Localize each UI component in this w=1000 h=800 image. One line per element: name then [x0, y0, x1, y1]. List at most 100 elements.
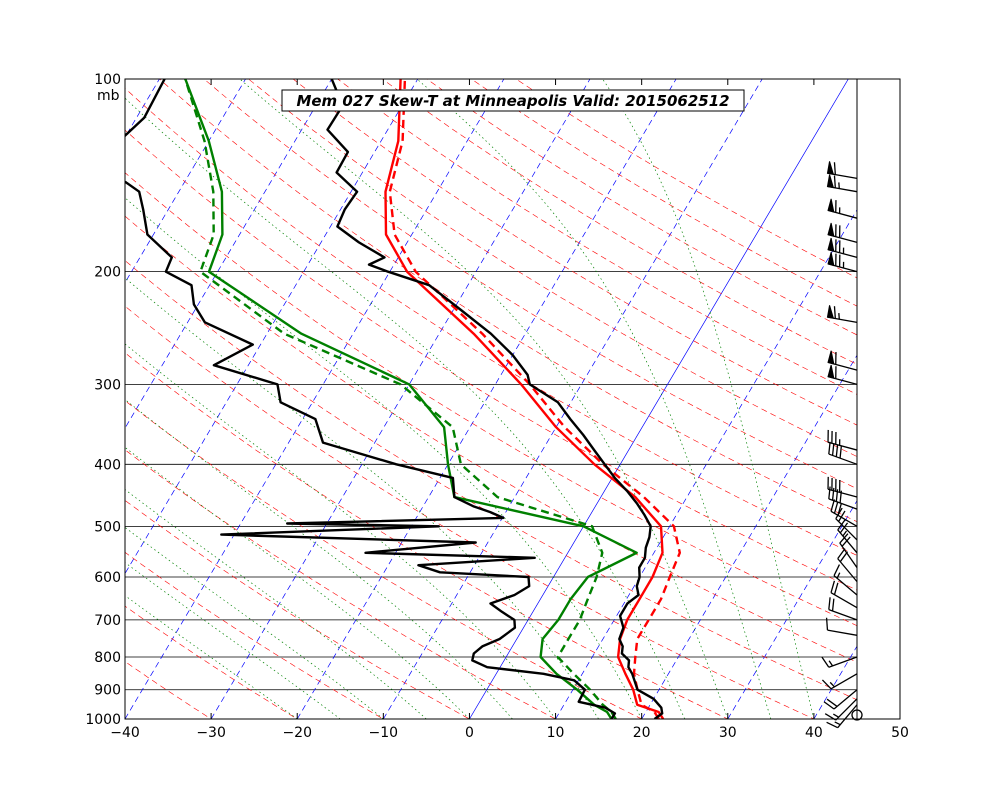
- wind-barb-shaft: [827, 441, 858, 451]
- moist-adiabat-line: [125, 277, 599, 719]
- moist-adiabat-line: [125, 446, 470, 719]
- dry-adiabat-line: [125, 129, 857, 591]
- wind-barb-shaft: [833, 689, 858, 710]
- isotherm-line: [296, 79, 677, 719]
- isotherm-line: [125, 79, 332, 429]
- moist-adiabat-line: [239, 79, 729, 719]
- wind-barb-full: [830, 580, 836, 593]
- isotherm-line: [125, 79, 419, 575]
- dry-adiabat-line: [125, 661, 212, 719]
- x-tick-label: 40: [805, 725, 823, 741]
- wind-barb-shaft: [835, 698, 858, 721]
- zero-isotherm: [469, 79, 849, 719]
- x-tick-label: 20: [633, 725, 651, 741]
- isotherm-line: [125, 79, 246, 284]
- plot-frame: [124, 78, 901, 720]
- dry-adiabat-line: [248, 79, 857, 457]
- axis-ticks: −40 −30 −20 −10 0 10 20 30 40 50 100 200 300 400 500 60…: [85, 72, 909, 741]
- dry-adiabat-line: [125, 87, 857, 556]
- wind-barb: [826, 704, 858, 729]
- wind-barbs: [821, 161, 863, 729]
- wind-barb-shaft: [839, 542, 858, 568]
- y-tick-label: 900: [94, 683, 121, 699]
- wind-barb-shaft: [830, 673, 858, 690]
- x-tick-label: −20: [282, 725, 312, 741]
- wind-barb-full: [828, 597, 831, 610]
- isotherm-line: [125, 79, 505, 719]
- dry-adiabat-line: [159, 79, 857, 523]
- moist-adiabat-line: [125, 97, 686, 719]
- isotherm-line: [813, 645, 857, 719]
- isotherm-line: [641, 354, 857, 719]
- control-dewpoint-line: [184, 79, 617, 719]
- wind-barb: [827, 350, 858, 371]
- wind-barb-flag: [827, 222, 835, 237]
- moist-adiabat-line: [125, 489, 427, 719]
- background-grid: [0, 79, 1000, 719]
- moist-adiabat-line: [125, 562, 341, 719]
- x-tick-label: 0: [465, 725, 474, 741]
- isotherm-line: [555, 209, 857, 719]
- wind-barb-full: [841, 536, 851, 547]
- wind-barb-flag: [827, 237, 835, 252]
- wind-barb-flag: [826, 161, 835, 175]
- y-tick-label: 100: [94, 72, 121, 88]
- wind-barb-full: [830, 499, 836, 512]
- wind-barb-shaft: [830, 510, 858, 527]
- wind-barb-shaft: [833, 575, 858, 596]
- wind-barb-full: [839, 522, 849, 534]
- dry-adiabat-line: [471, 79, 857, 307]
- wind-barb-shaft: [837, 529, 858, 554]
- x-tick-label: −10: [369, 725, 399, 741]
- wind-barb-half: [836, 572, 841, 579]
- wind-barb-full: [828, 441, 831, 455]
- moist-adiabat-line: [125, 526, 384, 719]
- wind-barb: [833, 564, 858, 596]
- wind-barb: [827, 237, 858, 259]
- y-tick-label: 800: [94, 650, 121, 666]
- wind-barb: [824, 698, 858, 721]
- dry-adiabat-line: [125, 551, 384, 719]
- wind-barb-full: [833, 564, 841, 576]
- y-tick-label: 400: [94, 457, 121, 473]
- wind-barb-flag: [826, 174, 835, 189]
- y-tick-label: 1000: [85, 712, 121, 728]
- wind-barb-shaft: [827, 629, 858, 636]
- wind-barb: [821, 656, 858, 668]
- wind-barb: [821, 673, 858, 690]
- y-tick-label: 300: [94, 377, 121, 393]
- wind-barb: [830, 580, 858, 609]
- series-layer: [125, 79, 681, 719]
- wind-barb: [827, 198, 858, 219]
- dry-adiabat-line: [337, 79, 857, 395]
- x-tick-label: 30: [719, 725, 737, 741]
- wind-barb: [827, 252, 858, 273]
- isotherm-line: [125, 79, 160, 138]
- isotherm-line: [0, 79, 73, 719]
- x-tick-label: 50: [891, 725, 909, 741]
- wind-barb-half: [829, 681, 835, 688]
- wind-barb-shaft: [837, 558, 858, 583]
- control-temperature-line: [388, 79, 681, 719]
- y-tick-label: 500: [94, 519, 121, 535]
- y-tick-label: 600: [94, 570, 121, 586]
- wind-barb: [826, 161, 858, 180]
- wind-barb-flag: [827, 364, 835, 379]
- wind-barb: [827, 222, 858, 244]
- wind-barb: [839, 533, 858, 568]
- dry-adiabat-line: [125, 718, 126, 719]
- wind-barb-shaft: [835, 518, 858, 541]
- wind-barb-shaft: [828, 453, 858, 465]
- wind-barb-flag: [827, 350, 835, 365]
- wind-barb: [827, 364, 858, 385]
- wind-barb-half: [832, 713, 839, 718]
- y-tick-label: 700: [94, 613, 121, 629]
- wind-barb-flag: [827, 252, 835, 267]
- wind-barb: [830, 499, 858, 527]
- wind-barb: [828, 597, 858, 621]
- isotherm-line: [900, 79, 1000, 719]
- y-tick-label: 200: [94, 265, 121, 281]
- wind-barb-full: [821, 679, 832, 690]
- wind-barb-full: [835, 444, 839, 457]
- wind-barb-full: [833, 306, 836, 319]
